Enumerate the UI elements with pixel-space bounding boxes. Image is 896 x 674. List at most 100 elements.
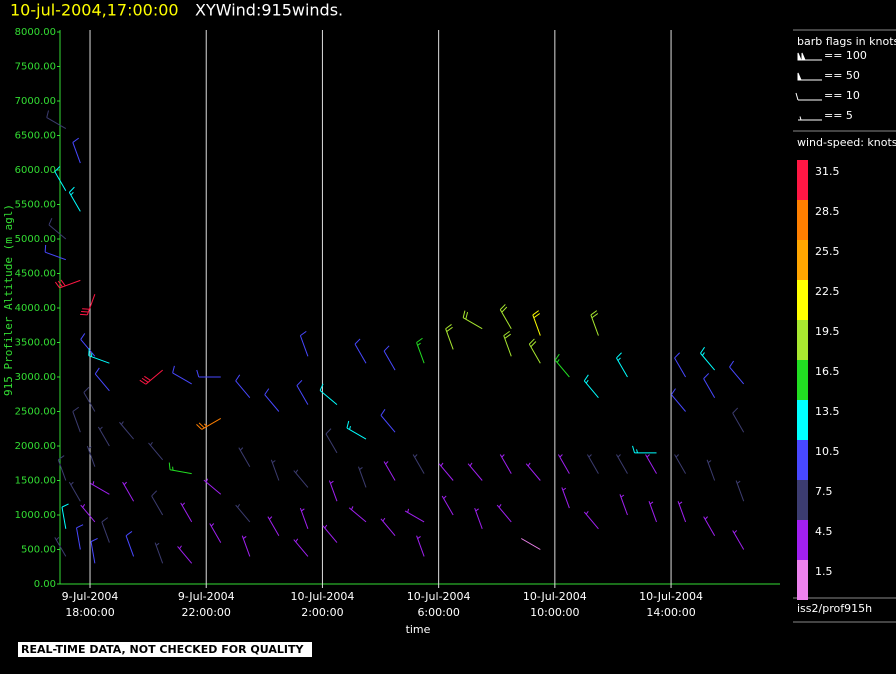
barb-half-feather: [88, 446, 92, 450]
barb-staff: [380, 518, 396, 537]
barb-staff: [86, 445, 96, 467]
barb-staff: [703, 378, 716, 398]
wind-barb: [521, 538, 541, 550]
barb-staff: [101, 521, 110, 543]
barb-staff: [354, 343, 367, 364]
barb-staff: [88, 355, 110, 364]
x-tick-label: 10-Jul-2004: [407, 590, 471, 603]
barb-legend-label: == 10: [824, 89, 860, 102]
wind-barb: [54, 536, 67, 557]
barb-feather: [172, 365, 175, 374]
wind-barb: [619, 494, 628, 516]
barb-staff: [671, 394, 686, 412]
barb-feather: [465, 312, 469, 320]
wind-barb: [54, 279, 81, 289]
barb-staff: [72, 142, 81, 164]
wind-barb: [293, 538, 309, 557]
wind-barb: [441, 495, 454, 516]
barb-half-feather: [237, 504, 241, 508]
wind-barb: [80, 294, 96, 316]
barb-staff: [172, 372, 192, 385]
colorbar-label: 31.5: [815, 165, 840, 178]
wind-barb: [590, 310, 599, 336]
wind-barb: [72, 406, 81, 433]
barb-half-feather: [205, 478, 209, 483]
barb-feather: [300, 330, 307, 337]
wind-barb: [46, 110, 67, 130]
barb-half-feather: [498, 504, 502, 508]
colorbar-label: 13.5: [815, 405, 840, 418]
barb-half-feather: [179, 545, 182, 550]
colorbar-label: 10.5: [815, 445, 840, 458]
barb-half-feather: [385, 461, 389, 465]
barb-staff: [235, 504, 251, 523]
barb-staff: [412, 454, 425, 474]
barb-staff: [154, 542, 164, 564]
wind-barb: [241, 535, 251, 557]
barb-feather: [80, 313, 88, 316]
wind-barb: [503, 330, 512, 357]
wind-barb: [557, 454, 570, 474]
wind-barb: [72, 137, 81, 164]
barb-feather: [44, 244, 47, 253]
barb-half-feather: [527, 462, 531, 467]
barb-staff: [583, 380, 599, 399]
barb-staff: [97, 426, 110, 447]
wind-barb: [583, 510, 599, 530]
barb-feather: [383, 345, 390, 352]
barb-half-feather: [55, 536, 60, 541]
barb-staff: [299, 507, 309, 529]
barb-staff: [80, 504, 96, 523]
y-tick-label: 1000.00: [15, 510, 56, 521]
colorbar-swatch: [797, 320, 808, 360]
wind-barb: [267, 516, 280, 536]
wind-barb: [380, 409, 396, 433]
barb-staff: [619, 494, 628, 516]
wind-barb: [125, 531, 135, 557]
wind-barb: [798, 116, 822, 121]
barb-staff: [557, 454, 570, 474]
barb-staff: [86, 294, 96, 316]
barb-staff: [499, 454, 512, 474]
y-tick-label: 5000.00: [15, 234, 56, 245]
annotation-box: [18, 642, 312, 657]
barb-feather: [60, 279, 66, 287]
barb-feather: [82, 308, 90, 310]
wind-barb: [358, 466, 367, 488]
barb-feather: [416, 337, 423, 343]
barb-feather: [54, 166, 61, 172]
barb-staff: [54, 537, 67, 557]
barb-staff: [241, 535, 251, 557]
wind-barb: [203, 478, 222, 495]
barb-staff: [322, 525, 338, 543]
barb-half-feather: [324, 524, 328, 529]
wind-barb: [703, 516, 716, 536]
barb-staff: [61, 507, 67, 529]
barb-half-feather: [295, 538, 299, 543]
wind-barb: [235, 374, 251, 399]
x-tick-label: 10-Jul-2004: [639, 590, 703, 603]
barb-half-feather: [585, 510, 589, 515]
colorbar-swatch: [797, 400, 808, 440]
barb-staff: [264, 394, 280, 412]
wind-barb: [86, 445, 96, 467]
barb-staff: [293, 539, 309, 557]
wind-barb: [648, 501, 657, 523]
y-tick-label: 3500.00: [15, 338, 56, 349]
wind-barb: [90, 481, 110, 495]
barb-staff: [148, 442, 164, 461]
barb-half-feather: [585, 379, 589, 384]
barb-staff: [383, 350, 396, 371]
wind-barb: [148, 441, 164, 461]
barb-feather: [125, 531, 133, 537]
barb-feather: [732, 407, 739, 414]
barb-staff: [68, 192, 81, 212]
barb-half-feather: [704, 516, 709, 520]
barb-feather: [729, 360, 735, 368]
wind-barb: [616, 454, 628, 474]
wind-barb: [68, 481, 81, 502]
barb-feather: [83, 386, 90, 393]
x-tick-label: 9-Jul-2004: [178, 590, 235, 603]
barb-feather: [101, 517, 109, 523]
